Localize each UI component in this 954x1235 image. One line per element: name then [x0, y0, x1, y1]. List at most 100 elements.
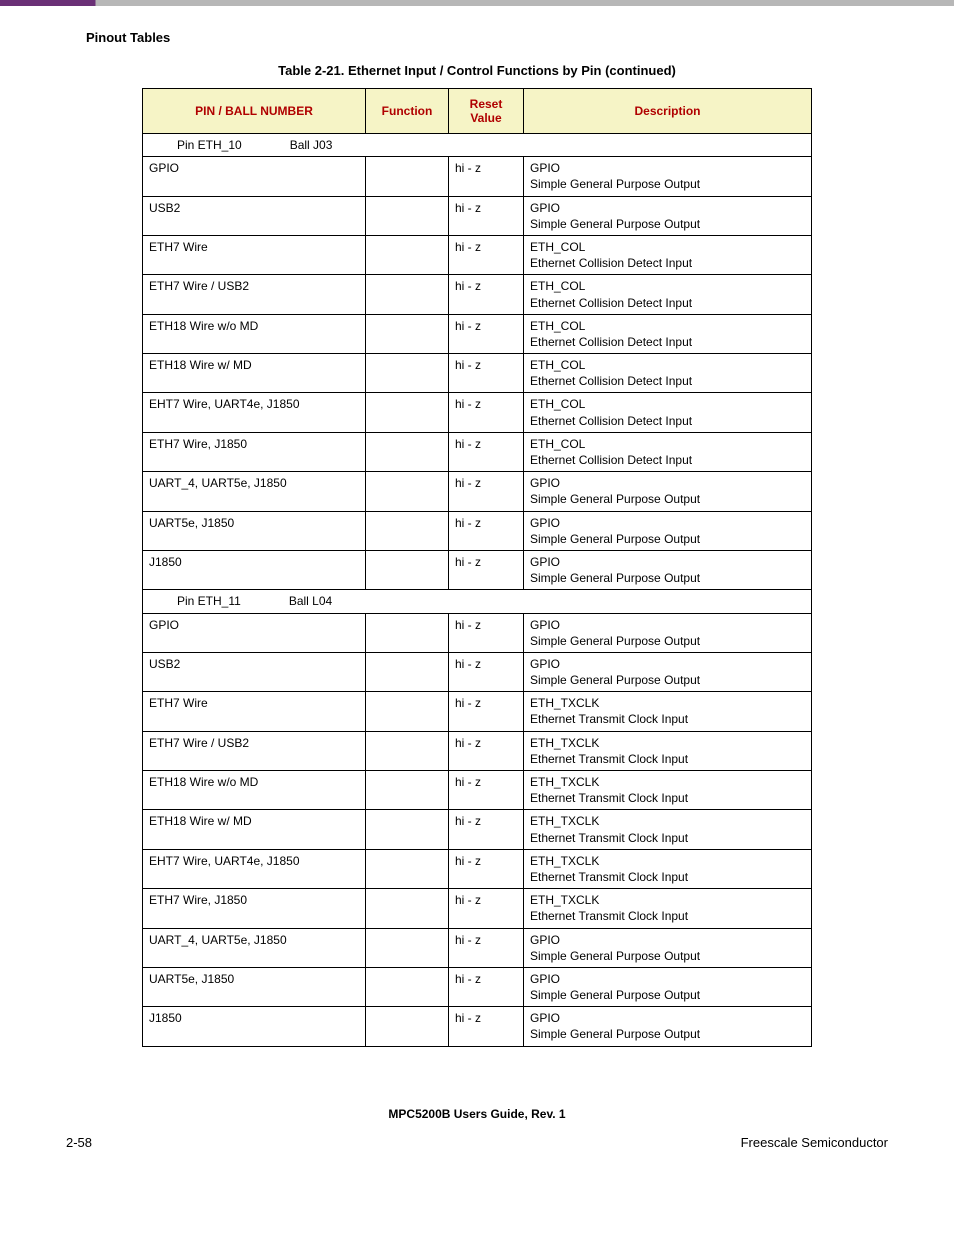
desc-line-1: ETH_COL [530, 436, 805, 452]
desc-line-2: Ethernet Transmit Clock Input [530, 711, 805, 727]
cell-function [366, 432, 449, 471]
cell-description: GPIOSimple General Purpose Output [524, 157, 812, 196]
cell-function [366, 511, 449, 550]
cell-pin: ETH18 Wire w/o MD [143, 771, 366, 810]
cell-pin: UART5e, J1850 [143, 511, 366, 550]
cell-description: ETH_TXCLKEthernet Transmit Clock Input [524, 731, 812, 770]
cell-pin: ETH7 Wire, J1850 [143, 889, 366, 928]
cell-function [366, 472, 449, 511]
desc-line-1: ETH_TXCLK [530, 853, 805, 869]
cell-pin: UART_4, UART5e, J1850 [143, 472, 366, 511]
desc-line-2: Simple General Purpose Output [530, 176, 805, 192]
page-footer: 2-58 Freescale Semiconductor [64, 1135, 890, 1150]
table-row: J1850hi - zGPIOSimple General Purpose Ou… [143, 550, 812, 589]
desc-line-1: GPIO [530, 515, 805, 531]
cell-description: ETH_TXCLKEthernet Transmit Clock Input [524, 771, 812, 810]
desc-line-2: Ethernet Collision Detect Input [530, 255, 805, 271]
section-ball-label: Ball J03 [290, 137, 333, 153]
cell-pin: EHT7 Wire, UART4e, J1850 [143, 393, 366, 432]
desc-line-1: ETH_COL [530, 318, 805, 334]
cell-pin: J1850 [143, 550, 366, 589]
table-row: J1850hi - zGPIOSimple General Purpose Ou… [143, 1007, 812, 1046]
desc-line-2: Ethernet Transmit Clock Input [530, 869, 805, 885]
cell-pin: ETH18 Wire w/ MD [143, 810, 366, 849]
desc-line-1: GPIO [530, 200, 805, 216]
desc-line-1: ETH_TXCLK [530, 813, 805, 829]
desc-line-2: Ethernet Collision Detect Input [530, 373, 805, 389]
cell-function [366, 314, 449, 353]
cell-function [366, 613, 449, 652]
desc-line-2: Simple General Purpose Output [530, 633, 805, 649]
desc-line-1: GPIO [530, 971, 805, 987]
cell-function [366, 196, 449, 235]
pinout-table: PIN / BALL NUMBER Function Reset Value D… [142, 88, 812, 1047]
table-row: ETH7 Wire, J1850hi - zETH_COLEthernet Co… [143, 432, 812, 471]
desc-line-2: Simple General Purpose Output [530, 672, 805, 688]
table-row: ETH18 Wire w/o MDhi - zETH_COLEthernet C… [143, 314, 812, 353]
table-row: UART5e, J1850hi - zGPIOSimple General Pu… [143, 511, 812, 550]
cell-function [366, 235, 449, 274]
desc-line-1: ETH_COL [530, 278, 805, 294]
cell-description: GPIOSimple General Purpose Output [524, 511, 812, 550]
desc-line-1: ETH_COL [530, 357, 805, 373]
cell-description: GPIOSimple General Purpose Output [524, 652, 812, 691]
cell-reset: hi - z [449, 889, 524, 928]
desc-line-1: GPIO [530, 932, 805, 948]
table-row: UART_4, UART5e, J1850hi - zGPIOSimple Ge… [143, 928, 812, 967]
desc-line-1: ETH_TXCLK [530, 774, 805, 790]
desc-line-1: GPIO [530, 617, 805, 633]
desc-line-1: GPIO [530, 554, 805, 570]
cell-reset: hi - z [449, 967, 524, 1006]
cell-reset: hi - z [449, 692, 524, 731]
table-row: ETH7 Wire, J1850 hi - zETH_TXCLKEthernet … [143, 889, 812, 928]
footer-company: Freescale Semiconductor [741, 1135, 888, 1150]
cell-reset: hi - z [449, 810, 524, 849]
cell-function [366, 354, 449, 393]
col-reset: Reset Value [449, 89, 524, 134]
cell-reset: hi - z [449, 613, 524, 652]
desc-line-1: ETH_COL [530, 239, 805, 255]
cell-pin: EHT7 Wire, UART4e, J1850 [143, 849, 366, 888]
table-row: ETH7 Wirehi - zETH_COLEthernet Collision… [143, 235, 812, 274]
desc-line-1: ETH_COL [530, 396, 805, 412]
cell-function [366, 928, 449, 967]
cell-reset: hi - z [449, 235, 524, 274]
cell-description: ETH_TXCLKEthernet Transmit Clock Input [524, 889, 812, 928]
col-description: Description [524, 89, 812, 134]
table-row: USB2 hi - zGPIOSimple General Purpose Out… [143, 652, 812, 691]
cell-reset: hi - z [449, 314, 524, 353]
cell-description: GPIOSimple General Purpose Output [524, 550, 812, 589]
cell-pin: ETH7 Wire [143, 235, 366, 274]
cell-reset: hi - z [449, 354, 524, 393]
cell-function [366, 157, 449, 196]
cell-pin: ETH7 Wire / USB2 [143, 275, 366, 314]
cell-reset: hi - z [449, 432, 524, 471]
desc-line-2: Ethernet Transmit Clock Input [530, 908, 805, 924]
cell-reset: hi - z [449, 652, 524, 691]
cell-reset: hi - z [449, 393, 524, 432]
cell-function [366, 810, 449, 849]
cell-function [366, 652, 449, 691]
cell-pin: USB2 [143, 652, 366, 691]
desc-line-2: Simple General Purpose Output [530, 948, 805, 964]
desc-line-2: Ethernet Collision Detect Input [530, 413, 805, 429]
desc-line-2: Simple General Purpose Output [530, 987, 805, 1003]
cell-description: ETH_TXCLKEthernet Transmit Clock Input [524, 810, 812, 849]
cell-reset: hi - z [449, 928, 524, 967]
cell-pin: USB2 [143, 196, 366, 235]
cell-function [366, 731, 449, 770]
col-pin: PIN / BALL NUMBER [143, 89, 366, 134]
cell-function [366, 393, 449, 432]
cell-pin: GPIO [143, 157, 366, 196]
table-row: EHT7 Wire, UART4e, J1850hi - zETH_TXCLKE… [143, 849, 812, 888]
section-pin-label: Pin ETH_11 [177, 593, 241, 609]
cell-description: ETH_COLEthernet Collision Detect Input [524, 393, 812, 432]
cell-description: ETH_COLEthernet Collision Detect Input [524, 432, 812, 471]
section-pin-label: Pin ETH_10 [177, 137, 242, 153]
desc-line-2: Ethernet Collision Detect Input [530, 452, 805, 468]
footer-page-number: 2-58 [66, 1135, 92, 1150]
cell-description: ETH_COLEthernet Collision Detect Input [524, 235, 812, 274]
cell-description: ETH_COLEthernet Collision Detect Input [524, 314, 812, 353]
table-row: UART_4, UART5e, J1850hi - zGPIOSimple Ge… [143, 472, 812, 511]
table-caption: Table 2-21. Ethernet Input / Control Fun… [64, 63, 890, 78]
